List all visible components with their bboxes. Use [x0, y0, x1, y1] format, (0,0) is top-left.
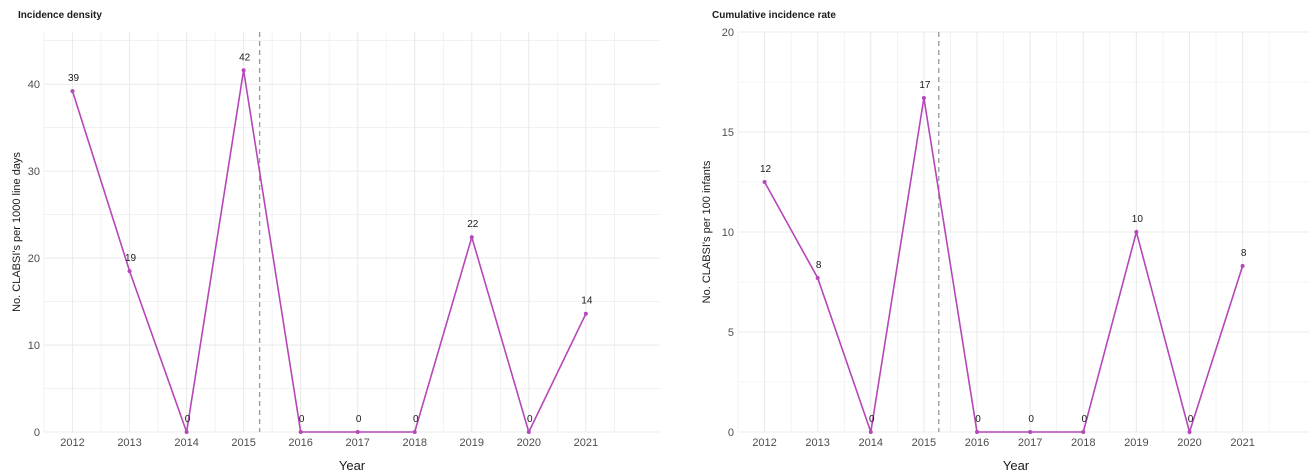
data-point	[1028, 430, 1033, 434]
data-point	[762, 180, 767, 184]
x-tick-label: 2021	[1230, 437, 1254, 449]
chart-title: Incidence density	[18, 10, 102, 21]
y-axis-title: No. CLABSI's per 100 infants	[701, 160, 713, 303]
data-point	[815, 276, 820, 280]
data-point	[975, 430, 980, 434]
data-point	[355, 430, 360, 434]
x-tick-label: 2014	[859, 437, 883, 449]
x-tick-label: 2015	[231, 437, 255, 449]
x-tick-label: 2017	[345, 437, 369, 449]
data-label: 42	[239, 52, 251, 63]
x-tick-label: 2016	[288, 437, 312, 449]
cumulative-incidence-panel: Cumulative incidence rate 0 5 10 15 20 2012 20…	[660, 0, 1309, 472]
data-point	[412, 430, 417, 434]
x-tick-label: 2013	[805, 437, 829, 449]
data-label: 0	[1188, 414, 1194, 425]
x-axis-title: Year	[339, 458, 366, 472]
x-tick-label: 2012	[60, 437, 84, 449]
y-tick-label: 10	[722, 227, 734, 239]
x-tick-label: 2016	[965, 437, 989, 449]
y-axis-title: No. CLABSI's per 1000 line days	[11, 152, 23, 312]
data-label: 10	[1132, 214, 1144, 225]
data-label: 12	[760, 164, 772, 175]
incidence-density-chart: 0 10 20 30 40 2012 2013 2014 2015 2016 2017 2018 201…	[11, 32, 660, 472]
data-point	[127, 269, 132, 274]
data-point	[469, 235, 474, 240]
x-tick-label: 2017	[1018, 437, 1042, 449]
y-tick-label: 40	[28, 79, 40, 91]
y-tick-label: 15	[722, 127, 734, 139]
incidence-density-panel: Incidence density 0 10 20 30 40 2012 2013 2014 2…	[11, 10, 660, 472]
y-tick-label: 10	[28, 340, 40, 352]
y-tick-label: 0	[34, 427, 40, 439]
data-label: 0	[356, 414, 362, 425]
data-label: 19	[125, 253, 137, 264]
data-point	[526, 430, 531, 434]
x-tick-label: 2014	[174, 437, 198, 449]
series-line	[71, 70, 587, 435]
chart-title: Cumulative incidence rate	[712, 10, 836, 21]
x-tick-label: 2021	[574, 437, 598, 449]
data-label: 0	[869, 414, 875, 425]
data-point	[1187, 430, 1192, 434]
data-point	[1081, 430, 1086, 434]
data-label: 0	[975, 414, 981, 425]
x-tick-label: 2012	[752, 437, 776, 449]
x-tick-label: 2018	[402, 437, 426, 449]
data-point	[921, 96, 926, 100]
x-tick-label: 2019	[460, 437, 484, 449]
data-label: 8	[816, 260, 822, 271]
data-label: 0	[413, 414, 419, 425]
y-tick-label: 30	[28, 166, 40, 178]
data-point	[868, 430, 873, 434]
data-label: 17	[919, 80, 931, 91]
y-tick-label: 5	[728, 327, 734, 339]
data-point	[298, 430, 303, 434]
data-label: 8	[1241, 248, 1247, 259]
data-point	[583, 311, 588, 316]
data-point	[241, 68, 246, 73]
data-label: 0	[527, 414, 533, 425]
x-tick-label: 2015	[912, 437, 936, 449]
data-point	[70, 89, 75, 94]
y-tick-label: 20	[28, 253, 40, 265]
x-tick-label: 2018	[1071, 437, 1095, 449]
y-tick-label: 0	[728, 427, 734, 439]
data-point	[1240, 264, 1245, 268]
data-point	[1134, 230, 1139, 234]
x-tick-label: 2013	[117, 437, 141, 449]
y-tick-label: 20	[722, 27, 734, 39]
data-label: 0	[1028, 414, 1034, 425]
x-tick-label: 2019	[1124, 437, 1148, 449]
data-label: 0	[299, 414, 305, 425]
x-tick-label: 2020	[517, 437, 541, 449]
data-label: 0	[185, 414, 191, 425]
x-axis-title: Year	[1003, 458, 1030, 472]
series-line	[763, 97, 1244, 435]
data-label: 39	[68, 73, 80, 84]
data-label: 0	[1081, 414, 1087, 425]
data-label: 22	[467, 219, 479, 230]
x-tick-label: 2020	[1177, 437, 1201, 449]
data-point	[184, 430, 189, 434]
data-label: 14	[581, 296, 593, 307]
